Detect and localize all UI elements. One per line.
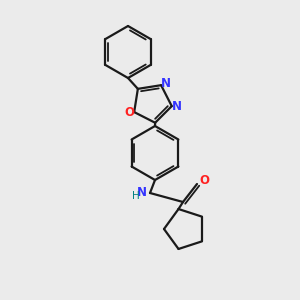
Text: N: N [172,100,182,112]
Text: O: O [199,175,209,188]
Text: O: O [124,106,134,118]
Text: H: H [132,191,140,201]
Text: N: N [161,77,171,90]
Text: N: N [137,185,147,199]
